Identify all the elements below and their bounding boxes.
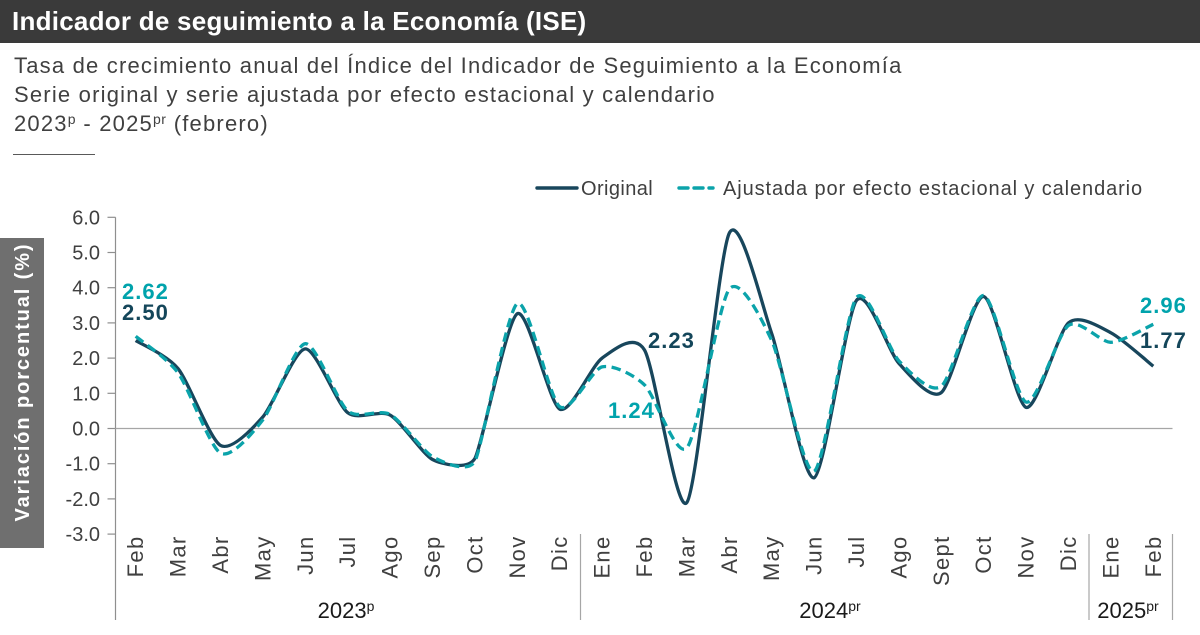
svg-text:Dic: Dic — [1056, 536, 1081, 572]
svg-text:Variación porcentual (%): Variación porcentual (%) — [12, 243, 34, 522]
svg-text:Feb: Feb — [1141, 536, 1166, 578]
svg-text:Feb: Feb — [632, 536, 657, 578]
svg-text:Mar: Mar — [166, 536, 191, 578]
svg-text:Jun: Jun — [293, 536, 318, 575]
svg-text:Jul: Jul — [844, 536, 869, 568]
svg-text:2.50: 2.50 — [122, 300, 169, 325]
svg-text:Original: Original — [581, 178, 653, 200]
svg-text:2.62: 2.62 — [122, 279, 169, 304]
svg-text:Ene: Ene — [1098, 536, 1123, 579]
svg-text:Jun: Jun — [802, 536, 827, 575]
svg-text:Abr: Abr — [717, 536, 742, 574]
svg-text:5.0: 5.0 — [72, 243, 100, 265]
svg-text:Ago: Ago — [378, 536, 403, 579]
svg-text:Ago: Ago — [886, 536, 911, 579]
svg-text:Oct: Oct — [971, 536, 996, 574]
svg-text:Nov: Nov — [505, 536, 530, 579]
svg-text:0.0: 0.0 — [72, 419, 100, 441]
svg-text:1.0: 1.0 — [72, 383, 100, 405]
svg-text:-2.0: -2.0 — [66, 489, 100, 511]
svg-text:1.24: 1.24 — [608, 398, 655, 423]
svg-text:1.77: 1.77 — [1140, 328, 1187, 353]
svg-text:Mar: Mar — [674, 536, 699, 578]
svg-text:-3.0: -3.0 — [66, 524, 100, 546]
svg-text:6.0: 6.0 — [72, 207, 100, 229]
svg-text:Oct: Oct — [462, 536, 487, 574]
svg-text:2023p: 2023p — [318, 598, 375, 623]
svg-text:Ene: Ene — [590, 536, 615, 579]
svg-text:Sep: Sep — [420, 536, 445, 579]
svg-text:2.0: 2.0 — [72, 348, 100, 370]
svg-text:2024pr: 2024pr — [799, 598, 861, 623]
svg-text:2025pr: 2025pr — [1097, 598, 1159, 623]
svg-text:May: May — [759, 536, 784, 581]
svg-text:4.0: 4.0 — [72, 278, 100, 300]
svg-text:-1.0: -1.0 — [66, 454, 100, 476]
svg-text:Abr: Abr — [208, 536, 233, 574]
svg-text:Dic: Dic — [547, 536, 572, 572]
svg-text:2.96: 2.96 — [1140, 293, 1187, 318]
svg-text:May: May — [250, 536, 275, 581]
svg-text:3.0: 3.0 — [72, 313, 100, 335]
svg-text:2.23: 2.23 — [648, 328, 695, 353]
svg-text:Ajustada por efecto estacional: Ajustada por efecto estacional y calenda… — [723, 178, 1143, 200]
svg-text:Jul: Jul — [335, 536, 360, 568]
svg-text:Sept: Sept — [929, 536, 954, 586]
svg-text:Feb: Feb — [123, 536, 148, 578]
svg-text:Nov: Nov — [1014, 536, 1039, 579]
